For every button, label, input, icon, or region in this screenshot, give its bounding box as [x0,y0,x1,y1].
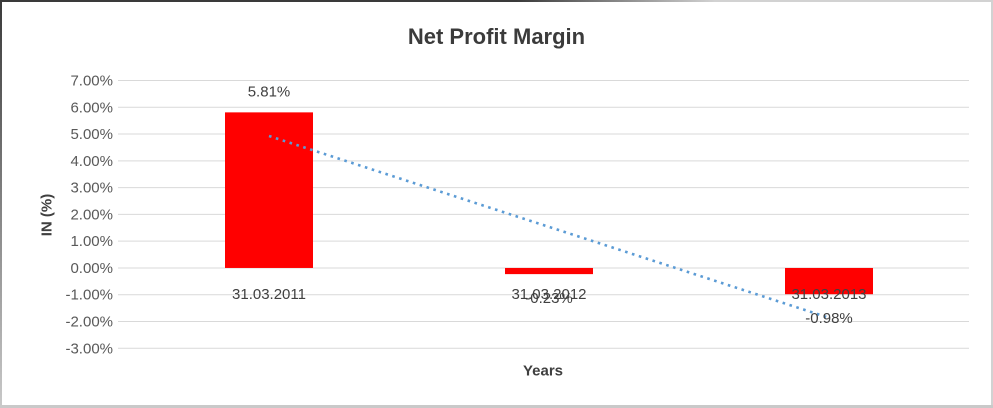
y-tick-label: -3.00% [65,340,113,357]
frame-border-top [0,0,993,2]
y-tick-label: 4.00% [70,153,113,170]
data-label: -0.23% [525,290,573,307]
y-tick-label: 2.00% [70,206,113,223]
frame-border-bottom [0,405,993,408]
y-tick-label: 7.00% [70,73,113,90]
bar [225,112,313,268]
y-tick-label: 5.00% [70,126,113,143]
chart-title: Net Profit Margin [407,24,586,49]
category-label: 31.03.2011 [232,286,306,303]
frame-border-right [991,0,993,408]
y-tick-label: 1.00% [70,233,113,250]
y-tick-label: 0.00% [70,260,113,277]
category-label: 31.03.2012 [511,286,586,303]
data-label: -0.98% [805,310,853,327]
bar [785,267,873,295]
data-label: 5.81% [248,83,291,100]
trendline [268,134,830,320]
y-tick-label: -1.00% [65,287,113,304]
x-axis-title: Years [522,362,564,380]
y-tick-label: 6.00% [70,99,113,116]
y-tick-label: -2.00% [65,314,113,331]
category-label: 31.03.2013 [791,286,866,303]
bar [505,267,593,275]
frame-border-left [0,0,2,408]
y-axis-title: IN (%) [38,193,56,237]
y-tick-label: 3.00% [70,180,113,197]
